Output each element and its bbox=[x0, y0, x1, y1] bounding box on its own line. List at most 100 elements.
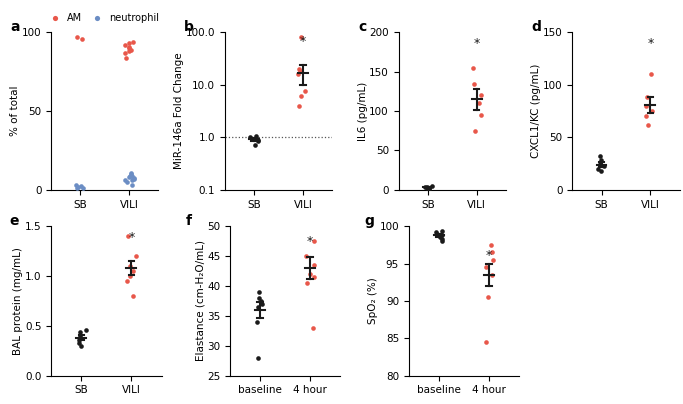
Point bbox=[599, 162, 610, 169]
Point bbox=[120, 50, 130, 56]
Point bbox=[123, 233, 134, 240]
Point bbox=[302, 280, 313, 286]
Point bbox=[421, 185, 432, 191]
Point bbox=[252, 319, 263, 325]
Y-axis label: SpO₂ (%): SpO₂ (%) bbox=[368, 278, 378, 324]
Point bbox=[125, 171, 136, 177]
Point bbox=[592, 166, 603, 172]
Text: *: * bbox=[486, 248, 492, 262]
Legend: AM, neutrophil: AM, neutrophil bbox=[45, 13, 159, 23]
Text: e: e bbox=[10, 214, 19, 228]
Text: *: * bbox=[647, 37, 654, 50]
Point bbox=[128, 175, 139, 181]
Point bbox=[296, 34, 307, 41]
Point bbox=[251, 135, 262, 142]
Point bbox=[469, 128, 480, 134]
Point bbox=[253, 355, 264, 361]
Point bbox=[251, 133, 262, 139]
Y-axis label: BAL protein (mg/mL): BAL protein (mg/mL) bbox=[14, 247, 23, 355]
Point bbox=[126, 173, 137, 179]
Point bbox=[124, 40, 135, 46]
Point bbox=[120, 177, 130, 183]
Point bbox=[255, 298, 266, 304]
Point bbox=[486, 271, 497, 278]
Point bbox=[643, 122, 654, 128]
Point bbox=[73, 340, 84, 346]
Point bbox=[124, 273, 135, 279]
Point bbox=[123, 45, 134, 51]
Text: g: g bbox=[365, 214, 374, 228]
Point bbox=[121, 54, 132, 61]
Point bbox=[124, 43, 135, 50]
Point bbox=[468, 65, 479, 71]
Point bbox=[308, 325, 319, 331]
Point bbox=[124, 174, 135, 181]
Point bbox=[124, 263, 135, 269]
Y-axis label: CXCL1/KC (pg/mL): CXCL1/KC (pg/mL) bbox=[531, 64, 542, 158]
Text: a: a bbox=[10, 20, 20, 34]
Text: *: * bbox=[300, 35, 306, 48]
Y-axis label: IL6 (pg/mL): IL6 (pg/mL) bbox=[358, 82, 367, 141]
Point bbox=[475, 92, 486, 99]
Point bbox=[245, 134, 255, 141]
Point bbox=[296, 93, 307, 100]
Point bbox=[77, 36, 88, 42]
Point bbox=[128, 176, 139, 182]
Point bbox=[430, 229, 441, 236]
Point bbox=[646, 71, 657, 78]
Point bbox=[74, 337, 85, 343]
Point bbox=[487, 257, 498, 263]
Point bbox=[122, 278, 133, 284]
Text: f: f bbox=[186, 214, 192, 228]
Point bbox=[75, 332, 86, 339]
Point bbox=[419, 183, 430, 190]
Point bbox=[121, 179, 132, 185]
Point bbox=[72, 185, 83, 191]
Point bbox=[475, 112, 486, 118]
Point bbox=[301, 253, 311, 259]
Text: d: d bbox=[531, 20, 542, 34]
Text: c: c bbox=[358, 20, 366, 34]
Point bbox=[120, 42, 130, 48]
Point bbox=[125, 173, 136, 180]
Point bbox=[74, 328, 85, 335]
Point bbox=[127, 177, 138, 184]
Point bbox=[434, 234, 445, 241]
Point bbox=[72, 34, 83, 40]
Point bbox=[596, 157, 607, 164]
Point bbox=[482, 294, 493, 301]
Text: *: * bbox=[128, 231, 135, 244]
Point bbox=[253, 304, 264, 310]
Point bbox=[486, 249, 497, 256]
Point bbox=[249, 142, 260, 149]
Text: *: * bbox=[307, 235, 313, 248]
Point bbox=[256, 301, 267, 307]
Text: *: * bbox=[473, 37, 479, 50]
Point bbox=[253, 295, 264, 301]
Point bbox=[641, 113, 652, 120]
Point bbox=[128, 293, 139, 299]
Point bbox=[308, 274, 319, 280]
Point bbox=[641, 94, 652, 101]
Point bbox=[423, 186, 434, 192]
Point bbox=[253, 289, 264, 295]
Point bbox=[596, 168, 607, 174]
Point bbox=[73, 183, 84, 190]
Point bbox=[437, 238, 448, 244]
Point bbox=[594, 153, 605, 160]
Point bbox=[305, 271, 316, 277]
Point bbox=[252, 138, 263, 144]
Point bbox=[436, 236, 447, 242]
Y-axis label: Elastance (cm-H₂O/mL): Elastance (cm-H₂O/mL) bbox=[195, 240, 206, 362]
Point bbox=[473, 100, 484, 106]
Point bbox=[81, 327, 92, 333]
Point bbox=[293, 71, 304, 77]
Point bbox=[469, 80, 479, 87]
Point bbox=[76, 343, 87, 349]
Point bbox=[300, 88, 311, 95]
Point bbox=[124, 48, 135, 55]
Point bbox=[127, 268, 138, 274]
Point bbox=[126, 169, 137, 176]
Point bbox=[128, 38, 139, 45]
Point bbox=[424, 184, 435, 191]
